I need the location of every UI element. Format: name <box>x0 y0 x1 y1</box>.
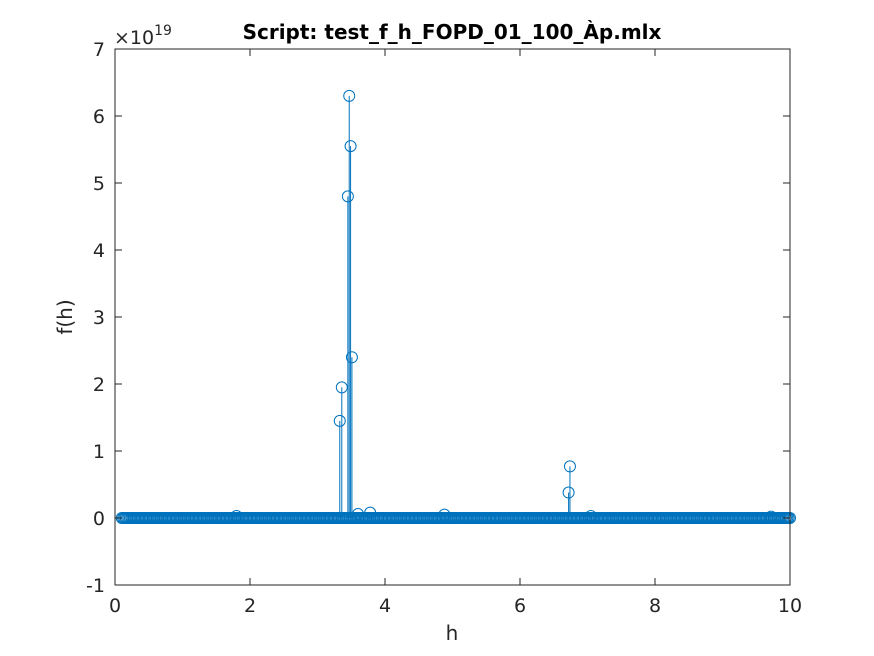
y-tick-label: 7 <box>93 39 105 61</box>
y-exponent-power: 19 <box>154 23 172 39</box>
stem-marker <box>230 509 243 522</box>
markers-layer <box>230 89 778 523</box>
stem-marker <box>341 190 354 203</box>
stem-marker <box>438 508 451 521</box>
stem-marker <box>335 381 348 394</box>
x-axis: 0 2 4 6 8 10 <box>109 49 802 617</box>
y-axis: -1 0 1 2 3 4 5 6 7 <box>86 39 790 597</box>
x-axis-label: h <box>446 621 459 645</box>
stem-marker <box>345 351 358 364</box>
y-exponent-label: ×1019 <box>114 23 172 49</box>
y-tick-label: 0 <box>93 508 105 530</box>
plot-area <box>115 49 790 585</box>
stem-marker <box>765 510 778 523</box>
y-tick-label: -1 <box>86 575 105 597</box>
stem-marker <box>584 509 597 522</box>
stem-marker <box>333 414 346 427</box>
stem-marker <box>364 506 377 519</box>
x-tick-label: 6 <box>514 595 526 617</box>
y-tick-label: 2 <box>93 374 105 396</box>
baseline-markers-layer <box>115 512 796 524</box>
x-tick-label: 4 <box>379 595 391 617</box>
x-tick-label: 8 <box>649 595 661 617</box>
y-tick-label: 1 <box>93 441 105 463</box>
stem-marker <box>563 460 576 473</box>
stem-marker <box>352 507 364 520</box>
y-tick-label: 6 <box>93 106 105 128</box>
x-tick-label: 0 <box>109 595 121 617</box>
stem-marker <box>562 486 575 499</box>
y-axis-label: f(h) <box>53 299 77 334</box>
x-tick-label: 2 <box>244 595 256 617</box>
y-tick-label: 4 <box>93 240 105 262</box>
y-tick-label: 3 <box>93 307 105 329</box>
y-tick-label: 5 <box>93 173 105 195</box>
y-exponent-base: ×10 <box>114 27 154 49</box>
chart-title: Script: test_f_h_FOPD_01_100_Àp.mlx <box>243 20 662 44</box>
x-tick-label: 10 <box>778 595 802 617</box>
stem-marker <box>343 89 356 102</box>
stem-marker <box>344 140 357 153</box>
